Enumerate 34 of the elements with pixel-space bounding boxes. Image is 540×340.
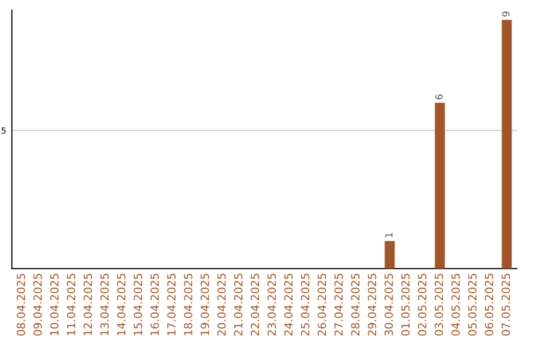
x-tick-label: 05.05.2025 [468,274,477,336]
x-tick-label: 02.05.2025 [418,274,426,336]
x-tick-label: 13.04.2025 [100,274,109,336]
data-label: 9 [502,12,510,16]
x-tick-label: 01.05.2025 [401,274,410,336]
x-tick-label: 18.04.2025 [184,274,192,336]
x-tick-label: 19.04.2025 [200,274,210,336]
y-tick-label: 5 [2,128,6,134]
x-tick-label: 09.04.2025 [33,274,42,336]
x-tick-label: 26.04.2025 [318,274,326,336]
x-tick-label: 20.04.2025 [217,274,226,336]
x-tick-label: 21.04.2025 [234,274,242,336]
x-tick-label: 22.04.2025 [250,274,260,336]
x-tick-label: 06.05.2025 [484,274,494,336]
x-tick-label: 17.04.2025 [167,274,176,336]
data-label: 6 [435,94,443,100]
x-tick-label: 07.05.2025 [502,274,510,336]
x-tick-label: 11.04.2025 [66,274,76,336]
x-tick-label: 25.04.2025 [300,274,310,336]
x-tick-label: 04.05.2025 [451,274,460,336]
x-tick-label: 23.04.2025 [268,274,276,336]
x-tick-label: 12.04.2025 [84,274,92,336]
x-tick-label: 15.04.2025 [134,274,142,336]
x-tick-label: 30.04.2025 [384,274,393,336]
x-tick-label: 08.04.2025 [16,274,26,336]
x-tick-label: 27.04.2025 [334,274,343,336]
x-tick-label: 16.04.2025 [150,274,159,336]
x-tick-label: 28.04.2025 [351,274,360,336]
x-tick-label: 10.04.2025 [50,274,59,336]
data-label: 1 [385,232,392,238]
x-tick-label: 14.04.2025 [117,274,126,336]
x-tick-label: 03.05.2025 [434,274,444,336]
x-tick-label: 24.04.2025 [284,274,293,336]
x-tick-label: 29.04.2025 [368,274,376,336]
